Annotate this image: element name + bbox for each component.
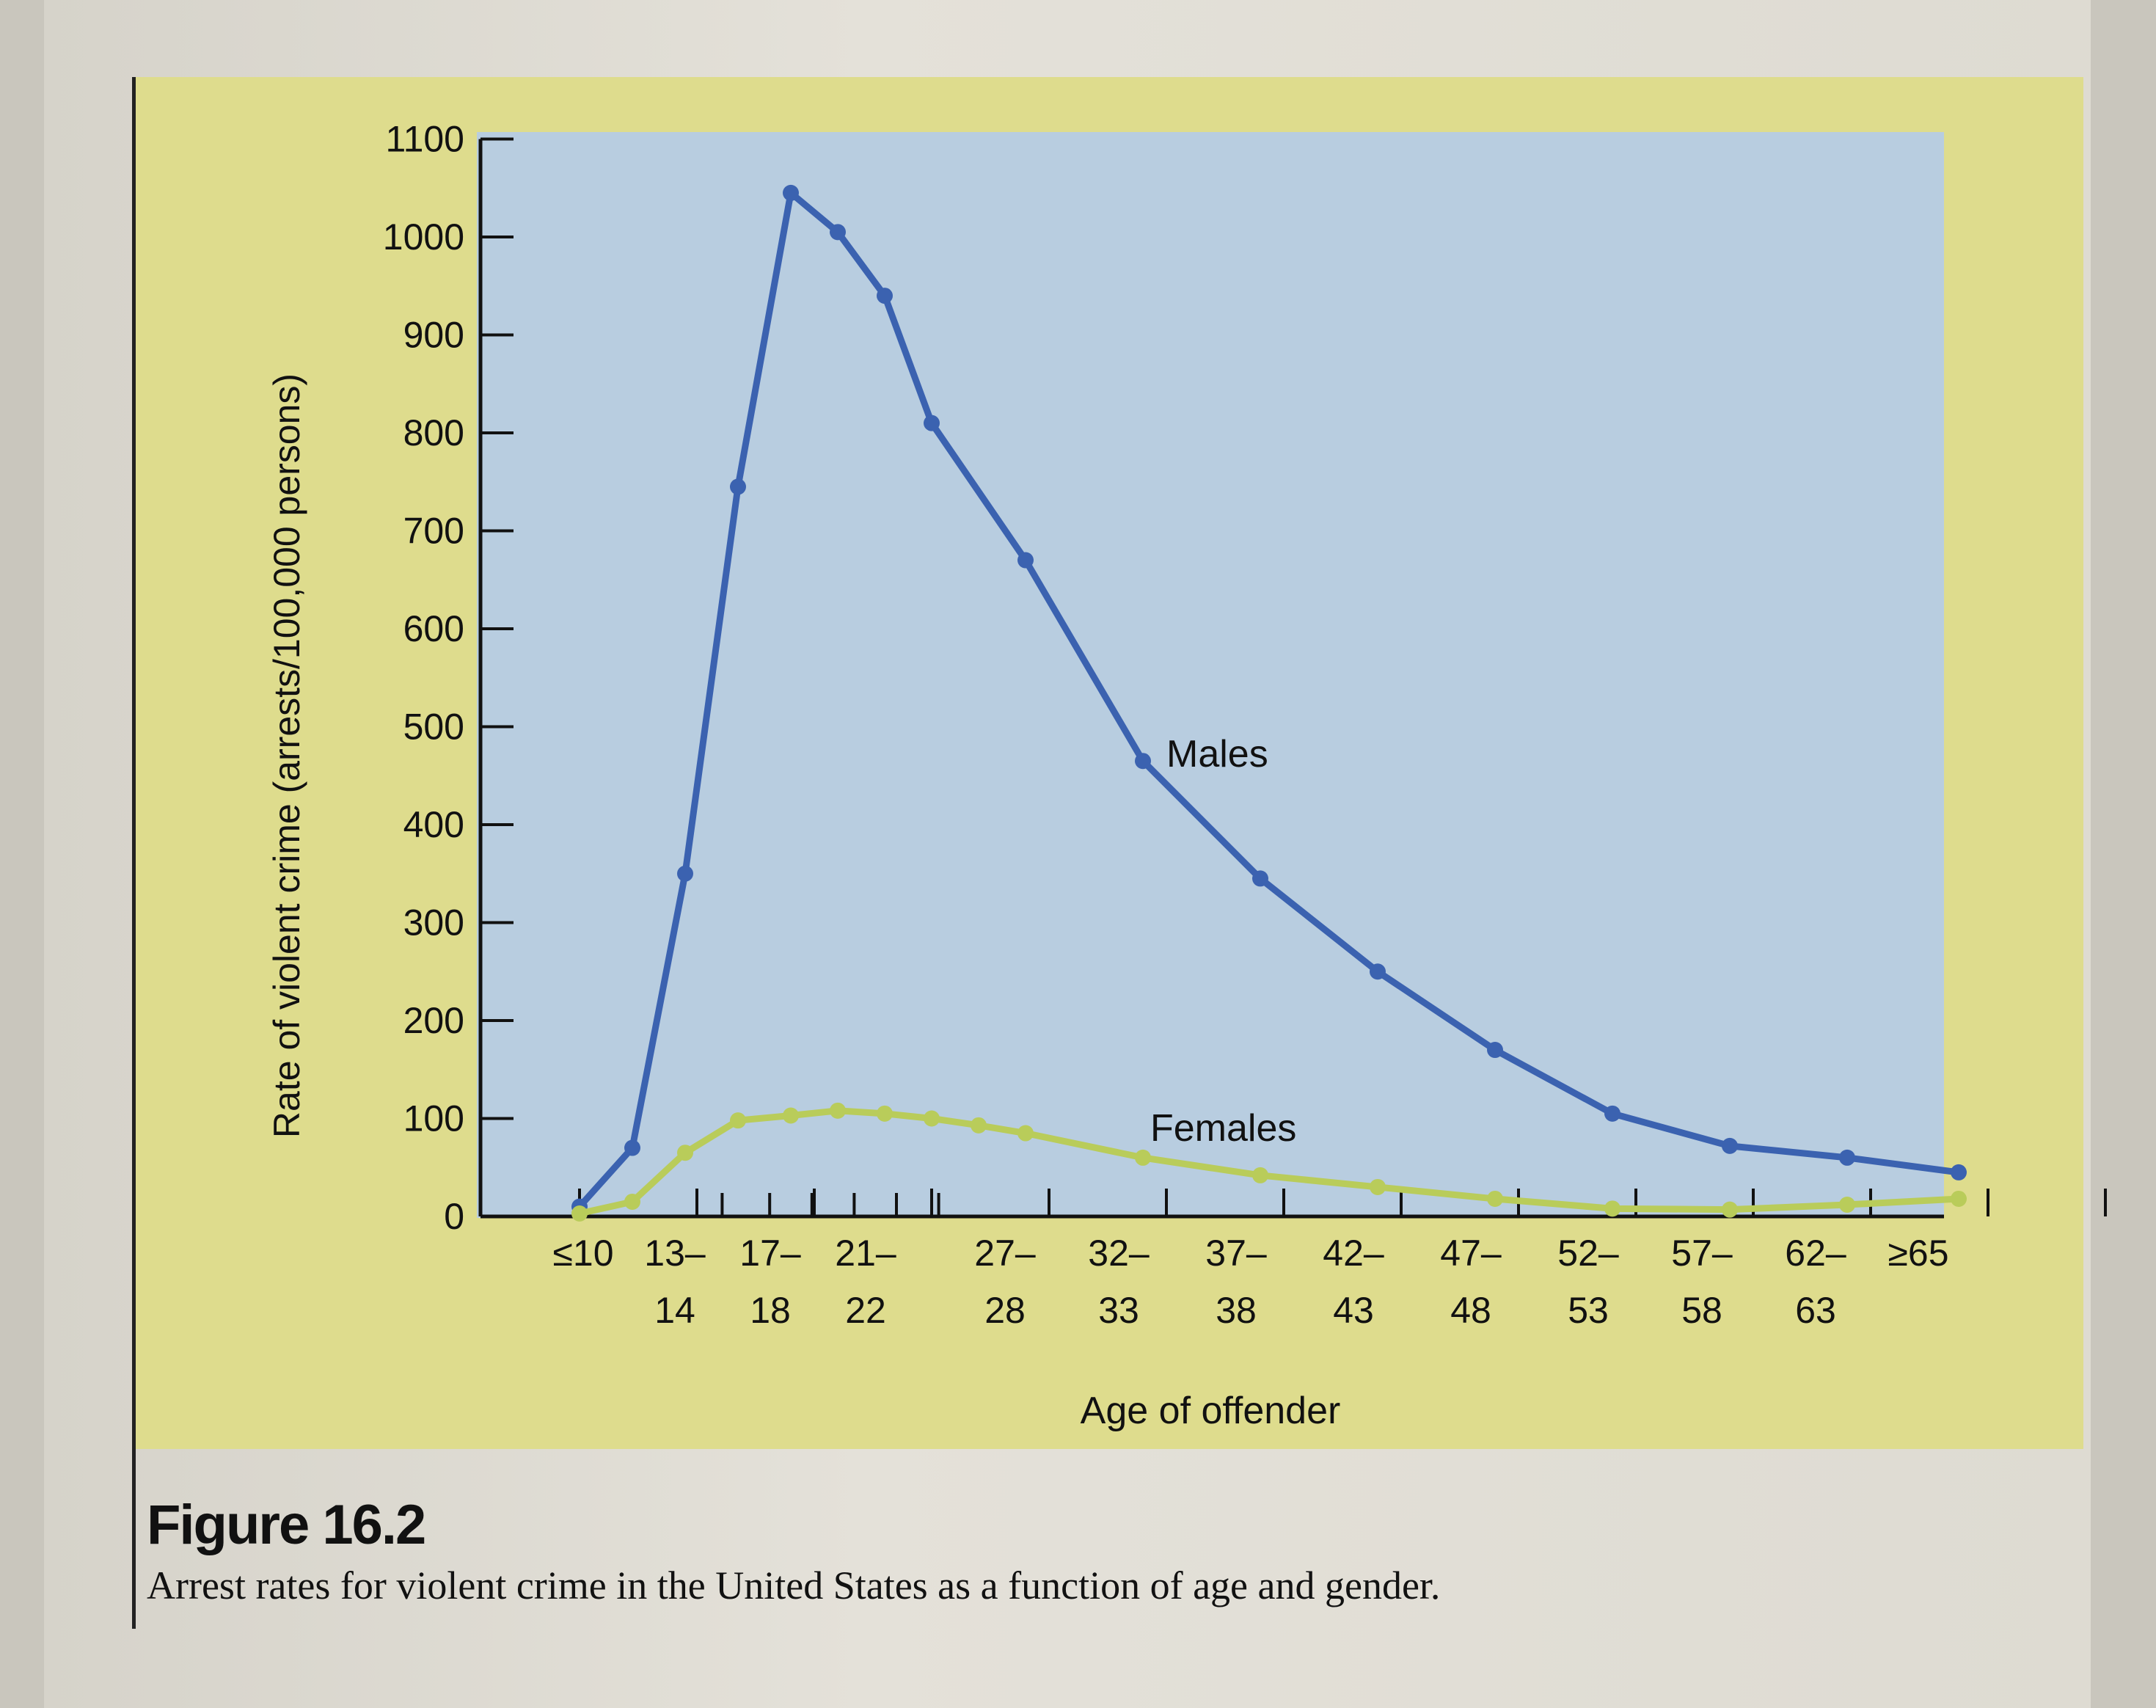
x-tick-label-line2: 14 bbox=[654, 1290, 695, 1331]
figure-number: Figure 16.2 bbox=[147, 1494, 426, 1556]
males-point bbox=[783, 184, 799, 201]
females-point bbox=[1135, 1149, 1151, 1166]
x-tick-label-line2: 63 bbox=[1795, 1290, 1836, 1331]
females-label: Females bbox=[1150, 1107, 1296, 1150]
females-point bbox=[971, 1117, 987, 1134]
y-tick-label: 800 bbox=[403, 412, 464, 453]
males-point bbox=[624, 1139, 640, 1156]
x-tick-label-line2: 38 bbox=[1216, 1290, 1257, 1331]
males-label: Males bbox=[1166, 733, 1268, 775]
females-point bbox=[1017, 1125, 1034, 1142]
y-tick-label: 1100 bbox=[385, 119, 464, 160]
y-tick-label: 1000 bbox=[383, 216, 464, 258]
males-point bbox=[924, 415, 940, 431]
x-tick-label-line2: 48 bbox=[1450, 1290, 1491, 1331]
x-tick-label: 42– bbox=[1323, 1233, 1384, 1274]
y-tick-label: 600 bbox=[403, 608, 464, 649]
x-tick-label: ≤10 bbox=[552, 1233, 613, 1274]
females-point bbox=[783, 1107, 799, 1124]
males-point bbox=[877, 288, 893, 304]
x-tick-label-line2: 33 bbox=[1098, 1290, 1139, 1331]
x-tick-label: 27– bbox=[974, 1233, 1036, 1274]
females-point bbox=[624, 1193, 640, 1210]
males-point bbox=[1722, 1137, 1738, 1154]
y-tick-label: 200 bbox=[403, 1000, 464, 1041]
females-point bbox=[1370, 1178, 1386, 1195]
females-point bbox=[924, 1110, 940, 1127]
males-point bbox=[1017, 552, 1034, 569]
x-tick-label-line2: 43 bbox=[1333, 1290, 1374, 1331]
males-point bbox=[1252, 870, 1268, 887]
females-point bbox=[1951, 1190, 1967, 1207]
females-point bbox=[1722, 1201, 1738, 1218]
x-tick-label-line2: 53 bbox=[1568, 1290, 1609, 1331]
females-point bbox=[1487, 1190, 1503, 1207]
x-tick-label: 47– bbox=[1440, 1233, 1502, 1274]
x-tick-label: 62– bbox=[1785, 1233, 1846, 1274]
females-point bbox=[877, 1105, 893, 1122]
y-tick-label: 300 bbox=[403, 902, 464, 944]
males-point bbox=[1839, 1149, 1855, 1166]
y-axis-title: Rate of violent crime (arrests/100,000 p… bbox=[266, 373, 307, 1138]
x-tick-label-line2: 22 bbox=[845, 1290, 886, 1331]
x-tick-label: 52– bbox=[1557, 1233, 1619, 1274]
males-point bbox=[1604, 1105, 1620, 1122]
x-tick-label-line2: 58 bbox=[1681, 1290, 1722, 1331]
figure-left-rule bbox=[132, 77, 136, 1629]
y-tick-label: 400 bbox=[403, 804, 464, 845]
females-point bbox=[1604, 1200, 1620, 1217]
females-point bbox=[1839, 1196, 1855, 1213]
chart-labels: Males Females bbox=[1150, 733, 1296, 1150]
males-point bbox=[677, 865, 693, 882]
x-tick-label: 37– bbox=[1205, 1233, 1267, 1274]
y-tick-label: 700 bbox=[403, 511, 464, 552]
plot-background bbox=[477, 132, 1944, 1218]
y-tick-label: 500 bbox=[403, 707, 464, 748]
figure-caption: Arrest rates for violent crime in the Un… bbox=[147, 1563, 1441, 1607]
males-line bbox=[576, 189, 1962, 1211]
males-point bbox=[1135, 753, 1151, 770]
y-axis: 0 100 200 300 400 500 600 700 800 900 1000 1100 Rate… bbox=[266, 119, 514, 1237]
males-point bbox=[1487, 1042, 1503, 1059]
males-point bbox=[730, 478, 746, 495]
x-tick-label: ≥65 bbox=[1888, 1233, 1948, 1274]
females-point bbox=[1252, 1167, 1268, 1183]
males-point bbox=[1370, 963, 1386, 980]
x-tick-label: 57– bbox=[1671, 1233, 1733, 1274]
y-tick-label: 900 bbox=[403, 315, 464, 356]
females-point bbox=[730, 1112, 746, 1129]
x-tick-label: 21– bbox=[835, 1233, 896, 1274]
x-tick-label: 32– bbox=[1088, 1233, 1150, 1274]
data-series bbox=[571, 184, 1967, 1222]
males-point bbox=[830, 224, 846, 241]
x-axis-title: Age of offender bbox=[1081, 1390, 1341, 1432]
y-tick-label: 100 bbox=[403, 1098, 464, 1139]
females-point bbox=[571, 1205, 588, 1222]
females-point bbox=[830, 1102, 846, 1119]
y-tick-label: 0 bbox=[444, 1196, 464, 1237]
x-tick-label-line2: 18 bbox=[750, 1290, 791, 1331]
x-tick-label: 17– bbox=[739, 1233, 801, 1274]
females-line bbox=[576, 1107, 1962, 1217]
x-tick-label-line2: 28 bbox=[984, 1290, 1026, 1331]
x-axis: ≤10 13– 14 17– 18 21– 22 27– 28 32– 33 37– 38 42– 43 47… bbox=[480, 1189, 2107, 1432]
females-point bbox=[677, 1145, 693, 1161]
x-tick-label: 13– bbox=[644, 1233, 706, 1274]
males-point bbox=[1951, 1164, 1967, 1180]
